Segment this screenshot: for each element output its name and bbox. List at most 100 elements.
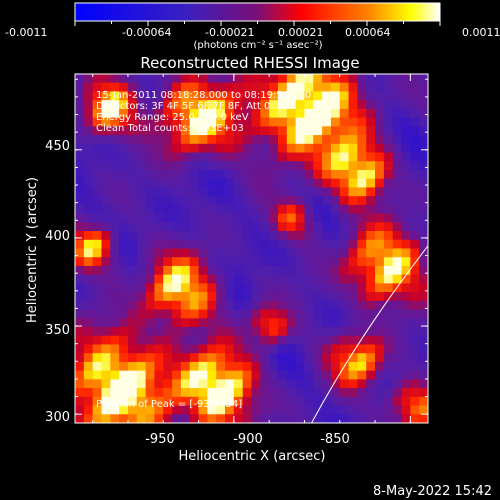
heatmap-cell bbox=[295, 327, 306, 337]
heatmap-cell bbox=[339, 91, 350, 101]
heatmap-cell bbox=[313, 143, 323, 154]
heatmap-cell bbox=[119, 327, 129, 337]
heatmap-cell bbox=[269, 257, 279, 267]
heatmap-cell bbox=[295, 335, 306, 346]
heatmap-cell bbox=[233, 178, 244, 189]
heatmap-cell bbox=[242, 187, 253, 197]
heatmap-cell bbox=[172, 405, 182, 415]
heatmap-cell bbox=[110, 292, 120, 302]
heatmap-cell bbox=[348, 108, 358, 119]
heatmap-cell bbox=[92, 257, 103, 267]
heatmap-cell bbox=[180, 318, 191, 328]
heatmap-cell bbox=[260, 91, 270, 101]
heatmap-cell bbox=[392, 222, 403, 232]
heatmap-cell bbox=[110, 335, 120, 346]
heatmap-cell bbox=[357, 257, 367, 267]
heatmap-cell bbox=[392, 108, 403, 119]
heatmap-cell bbox=[304, 82, 314, 93]
heatmap-cell bbox=[127, 161, 138, 171]
heatmap-cell bbox=[277, 283, 288, 293]
heatmap-cell bbox=[198, 370, 208, 380]
heatmap-cell bbox=[127, 396, 138, 407]
heatmap-cell bbox=[216, 91, 226, 101]
heatmap-cell bbox=[119, 74, 129, 84]
heatmap-cell bbox=[392, 274, 403, 284]
heatmap-cell bbox=[216, 396, 226, 407]
heatmap-cell bbox=[101, 135, 111, 145]
heatmap-cell bbox=[145, 300, 156, 311]
heatmap-cell bbox=[330, 231, 341, 241]
heatmap-cell bbox=[383, 239, 394, 250]
heatmap-cell bbox=[92, 353, 103, 363]
heatmap-cell bbox=[154, 361, 164, 372]
heatmap-cell bbox=[172, 257, 182, 267]
heatmap-cell bbox=[145, 143, 156, 154]
heatmap-cell bbox=[286, 388, 297, 398]
heatmap-cell bbox=[330, 135, 341, 145]
heatmap-cell bbox=[145, 222, 156, 232]
heatmap-cell bbox=[401, 117, 411, 127]
heatmap-cell bbox=[313, 152, 323, 162]
heatmap-cell bbox=[277, 152, 288, 162]
heatmap-cell bbox=[207, 283, 217, 293]
heatmap-cell bbox=[83, 248, 94, 258]
heatmap-cell bbox=[119, 396, 129, 407]
heatmap-cell bbox=[357, 265, 367, 276]
heatmap-cell bbox=[277, 143, 288, 154]
heatmap-cell bbox=[260, 379, 270, 389]
footer-date: 8-May-2022 15:42 bbox=[373, 484, 492, 499]
heatmap-cell bbox=[163, 274, 173, 284]
heatmap-cell bbox=[269, 379, 279, 389]
heatmap-cell bbox=[375, 309, 385, 319]
heatmap-cell bbox=[216, 370, 226, 380]
heatmap-cell bbox=[375, 169, 385, 180]
heatmap-cell bbox=[189, 196, 200, 206]
heatmap-cell bbox=[163, 292, 173, 302]
heatmap-cell bbox=[163, 327, 173, 337]
heatmap-cell bbox=[216, 318, 226, 328]
heatmap-cell bbox=[251, 379, 261, 389]
heatmap-cell bbox=[189, 283, 200, 293]
heatmap-cell bbox=[216, 126, 226, 136]
heatmap-cell bbox=[163, 126, 173, 136]
heatmap-cell bbox=[295, 379, 306, 389]
heatmap-cell bbox=[260, 257, 270, 267]
heatmap-cell bbox=[322, 283, 332, 293]
heatmap-cell bbox=[180, 161, 191, 171]
heatmap-cell bbox=[357, 327, 367, 337]
heatmap-cell bbox=[180, 344, 191, 354]
heatmap-cell bbox=[154, 292, 164, 302]
heatmap-cell bbox=[366, 405, 376, 415]
y-tick-label: 350 bbox=[45, 323, 70, 338]
heatmap-cell bbox=[295, 353, 306, 363]
info-detectors: Detectors: 3F 4F 5F 6F 7F 8F, Att 0 bbox=[96, 101, 270, 112]
heatmap-cell bbox=[277, 327, 288, 337]
heatmap-cell bbox=[419, 335, 428, 346]
heatmap-cell bbox=[180, 135, 191, 145]
heatmap-cell bbox=[145, 292, 156, 302]
heatmap-cell bbox=[207, 204, 217, 215]
heatmap-cell bbox=[304, 335, 314, 346]
heatmap-cell bbox=[83, 257, 94, 267]
heatmap-cell bbox=[322, 344, 332, 354]
heatmap-cell bbox=[322, 117, 332, 127]
heatmap-cell bbox=[225, 248, 235, 258]
heatmap-cell bbox=[357, 344, 367, 354]
heatmap-cell bbox=[83, 178, 94, 189]
heatmap-cell bbox=[410, 405, 420, 415]
heatmap-cell bbox=[75, 335, 85, 346]
heatmap-cell bbox=[269, 91, 279, 101]
heatmap-cell bbox=[127, 370, 138, 380]
heatmap-cell bbox=[251, 100, 261, 110]
heatmap-cell bbox=[110, 117, 120, 127]
heatmap-cell bbox=[401, 265, 411, 276]
heatmap-cell bbox=[136, 300, 147, 311]
heatmap-cell bbox=[242, 82, 253, 93]
heatmap-cell bbox=[392, 169, 403, 180]
heatmap-cell bbox=[119, 239, 129, 250]
heatmap-cell bbox=[375, 327, 385, 337]
heatmap-cell bbox=[304, 161, 314, 171]
heatmap-cell bbox=[172, 152, 182, 162]
heatmap-cell bbox=[330, 274, 341, 284]
heatmap-cell bbox=[198, 309, 208, 319]
